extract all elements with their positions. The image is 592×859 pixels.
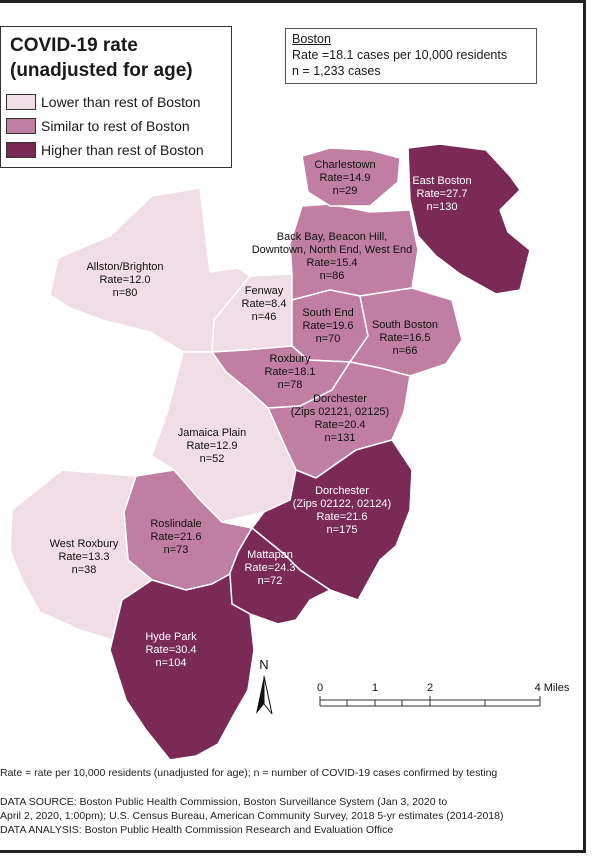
scale-tick-0: 0 [317, 682, 323, 694]
footnote-source-line1: DATA SOURCE: Boston Public Health Commis… [0, 796, 448, 808]
label-dorchester-zips-02122-02124-3: n=175 [327, 524, 358, 536]
label-jamaica-plain-1: Rate=12.9 [186, 440, 237, 452]
scale-tick-2: 2 [427, 682, 433, 694]
footnote-source-line2: April 2, 2020, 1:00pm); U.S. Census Bure… [0, 810, 504, 822]
label-dorchester-zips-02121-02125-0: Dorchester [313, 393, 367, 405]
label-dorchester-zips-02122-02124-0: Dorchester [315, 485, 369, 497]
scale-bar [319, 696, 541, 707]
region-charlestown [301, 147, 401, 207]
label-east-boston-1: Rate=27.7 [416, 188, 467, 200]
legend: COVID-19 rate (unadjusted for age) Lower… [0, 26, 232, 168]
label-dorchester-zips-02121-02125-1: (Zips 02121, 02125) [291, 406, 389, 418]
label-south-end-0: South End [302, 307, 353, 319]
label-dorchester-zips-02121-02125-3: n=131 [325, 432, 356, 444]
region-east-boston [407, 143, 531, 295]
footnote-definition: Rate = rate per 10,000 residents (unadju… [0, 767, 498, 779]
scale-tick-4-miles: 4 Miles [535, 682, 570, 694]
label-hyde-park-2: n=104 [156, 657, 187, 669]
label-east-boston-2: n=130 [427, 201, 458, 213]
legend-title-line1: COVID-19 rate [10, 35, 138, 56]
legend-label-higher: Higher than rest of Boston [41, 142, 204, 158]
label-mattapan-1: Rate=24.3 [244, 562, 295, 574]
label-allston-brighton-2: n=80 [113, 287, 138, 299]
label-fenway-2: n=46 [252, 311, 277, 323]
label-jamaica-plain-0: Jamaica Plain [178, 427, 246, 439]
legend-swatch-higher [6, 142, 36, 158]
north-label: N [259, 657, 268, 672]
label-hyde-park-0: Hyde Park [145, 631, 197, 643]
footnote-analysis: DATA ANALYSIS: Boston Public Health Comm… [0, 824, 394, 836]
label-dorchester-zips-02122-02124-2: Rate=21.6 [316, 511, 367, 523]
legend-item-lower: Lower than rest of Boston [6, 91, 201, 113]
region-hyde-park [109, 573, 255, 761]
label-charlestown-2: n=29 [333, 185, 358, 197]
boston-summary-rate: Rate =18.1 cases per 10,000 residents [292, 48, 508, 62]
label-back-bay-beacon-hill-downtown-north-end-west-end-1: Downtown, North End, West End [252, 244, 413, 256]
label-south-boston-1: Rate=16.5 [379, 332, 430, 344]
legend-item-higher: Higher than rest of Boston [6, 139, 204, 161]
label-south-end-2: n=70 [316, 333, 341, 345]
label-allston-brighton-0: Allston/Brighton [86, 261, 163, 273]
label-hyde-park-1: Rate=30.4 [145, 644, 196, 656]
label-west-roxbury-2: n=38 [72, 564, 97, 576]
label-back-bay-beacon-hill-downtown-north-end-west-end-0: Back Bay, Beacon Hill, [277, 231, 387, 243]
label-roxbury-1: Rate=18.1 [264, 366, 315, 378]
boston-summary-title: Boston [292, 32, 331, 46]
label-roslindale-0: Roslindale [150, 518, 201, 530]
label-jamaica-plain-2: n=52 [200, 453, 225, 465]
label-mattapan-2: n=72 [258, 575, 283, 587]
label-dorchester-zips-02121-02125-2: Rate=20.4 [314, 419, 365, 431]
legend-title: COVID-19 rate (unadjusted for age) [10, 33, 193, 83]
label-south-boston-0: South Boston [372, 319, 438, 331]
label-fenway-0: Fenway [245, 285, 284, 297]
boston-summary-box: Boston Rate =18.1 cases per 10,000 resid… [285, 28, 537, 84]
label-back-bay-beacon-hill-downtown-north-end-west-end-2: Rate=15.4 [306, 257, 357, 269]
label-fenway-1: Rate=8.4 [242, 298, 287, 310]
label-allston-brighton-1: Rate=12.0 [99, 274, 150, 286]
label-roslindale-2: n=73 [164, 544, 189, 556]
label-roxbury-2: n=78 [278, 379, 303, 391]
legend-swatch-similar [6, 118, 36, 134]
label-south-boston-2: n=66 [393, 345, 418, 357]
boston-summary-n: n = 1,233 cases [292, 64, 381, 78]
scale-tick-1: 1 [372, 682, 378, 694]
label-charlestown-0: Charlestown [314, 159, 375, 171]
label-back-bay-beacon-hill-downtown-north-end-west-end-3: n=86 [320, 270, 345, 282]
north-arrow-icon [256, 675, 273, 715]
label-south-end-1: Rate=19.6 [302, 320, 353, 332]
label-mattapan-0: Mattapan [247, 549, 293, 561]
label-west-roxbury-1: Rate=13.3 [58, 551, 109, 563]
label-dorchester-zips-02122-02124-1: (Zips 02122, 02124) [293, 498, 391, 510]
label-roxbury-0: Roxbury [270, 353, 311, 365]
legend-item-similar: Similar to rest of Boston [6, 115, 190, 137]
legend-label-lower: Lower than rest of Boston [41, 94, 201, 110]
legend-swatch-lower [6, 94, 36, 110]
legend-title-line2: (unadjusted for age) [10, 60, 193, 81]
label-east-boston-0: East Boston [412, 175, 471, 187]
legend-label-similar: Similar to rest of Boston [41, 118, 190, 134]
region-south-boston [349, 287, 463, 377]
label-west-roxbury-0: West Roxbury [50, 538, 119, 550]
label-roslindale-1: Rate=21.6 [150, 531, 201, 543]
region-dorchester-south [251, 439, 413, 601]
label-charlestown-1: Rate=14.9 [319, 172, 370, 184]
